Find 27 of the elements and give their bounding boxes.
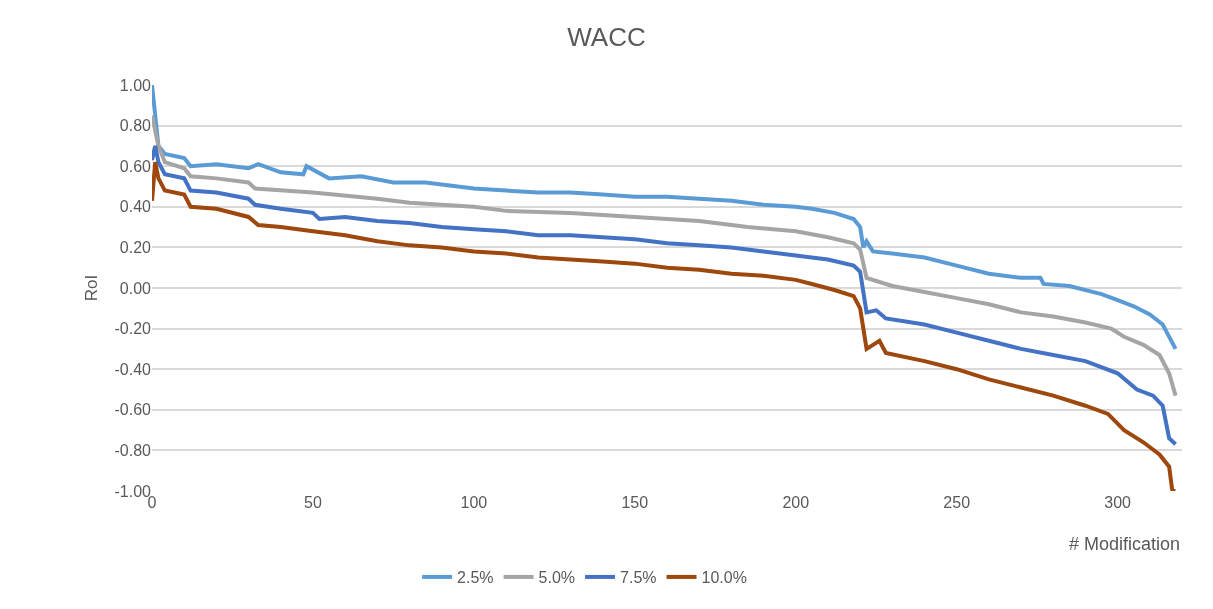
- line-series: [152, 113, 1178, 398]
- x-tick-label: 100: [460, 494, 488, 511]
- x-tick-label: 150: [621, 494, 649, 511]
- y-axis-title: RoI: [82, 274, 102, 302]
- line-series: [152, 160, 1178, 491]
- legend-label: 10.0%: [701, 569, 747, 587]
- y-tick-label: -0.40: [114, 360, 152, 378]
- legend-label: 2.5%: [457, 569, 494, 587]
- y-tick-label: -0.20: [114, 320, 152, 338]
- y-tick-label: 0.80: [119, 117, 152, 135]
- line-series: [152, 85, 1178, 351]
- x-tick-label: 300: [1104, 494, 1132, 511]
- x-tick-label: 50: [304, 494, 322, 511]
- x-axis-title: # Modification: [1069, 534, 1181, 554]
- y-tick-label: 0.40: [119, 198, 152, 216]
- y-tick-label: -0.60: [114, 401, 152, 419]
- y-tick-label: 0.20: [119, 239, 152, 256]
- y-tick-label: 0.60: [119, 157, 152, 175]
- x-tick-label: 250: [943, 494, 971, 511]
- legend-label: 5.0%: [538, 569, 576, 587]
- line-series: [152, 143, 1178, 447]
- y-tick-label: 1.00: [119, 76, 152, 94]
- y-tick-label: -0.80: [114, 442, 152, 459]
- chart-title: WACC: [567, 21, 646, 52]
- x-tick-label: 200: [782, 494, 810, 511]
- y-tick-label: 0.00: [119, 279, 152, 297]
- legend-label: 7.5%: [620, 569, 657, 587]
